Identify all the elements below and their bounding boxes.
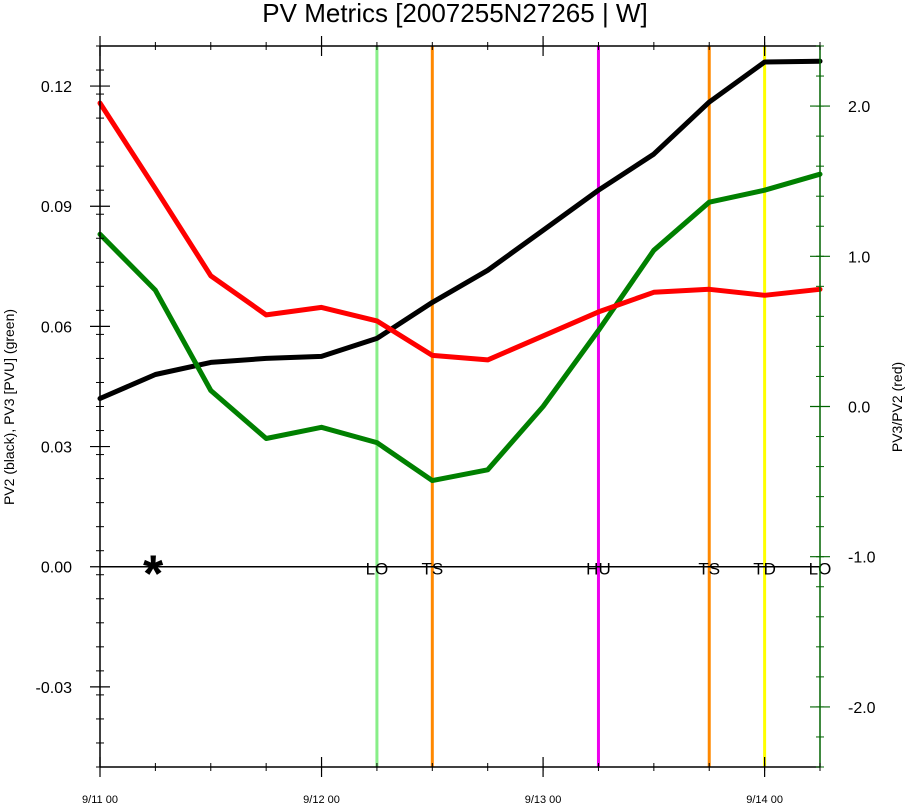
left-tick-label: 0.09: [41, 199, 72, 216]
series-line-0: [97, 58, 823, 401]
chart-title: PV Metrics [2007255N27265 | W]: [262, 0, 647, 28]
right-tick-label: -2.0: [848, 700, 876, 717]
x-tick-label: 9/14 00: [746, 794, 783, 805]
x-tick-label: 9/13 00: [525, 794, 562, 805]
star-marker: *: [143, 546, 164, 604]
right-tick-label: 0.0: [848, 400, 870, 417]
series-line-2: [97, 100, 823, 363]
left-tick-label: -0.03: [36, 680, 73, 697]
left-tick-label: 0.06: [41, 319, 72, 336]
plot-area: LO TS HU TS TD LO*-0.030.000.030.060.090.12-2…: [36, 36, 876, 805]
y-axis-left-label: PV2 (black), PV3 [PVU] (green): [1, 309, 17, 505]
left-tick-label: 0.03: [41, 440, 72, 457]
right-tick-label: 2.0: [848, 99, 870, 116]
right-tick-label: -1.0: [848, 550, 876, 567]
left-tick-label: 0.00: [41, 560, 72, 577]
right-tick-label: 1.0: [848, 249, 870, 266]
stage-label-hu-2: HU: [586, 560, 611, 579]
y-axis-right-label: PV3/PV2 (red): [889, 362, 905, 452]
series-line-1: [97, 171, 823, 484]
stage-label-lo-0: LO: [366, 560, 389, 579]
x-tick-label: 9/12 00: [303, 794, 340, 805]
x-tick-label: 9/11 00: [82, 794, 118, 805]
left-tick-label: 0.12: [41, 79, 72, 96]
stage-label-ts-1: TS: [421, 560, 443, 579]
stage-label-ts-3: TS: [698, 560, 720, 579]
stage-label-td-4: TD: [753, 560, 776, 579]
